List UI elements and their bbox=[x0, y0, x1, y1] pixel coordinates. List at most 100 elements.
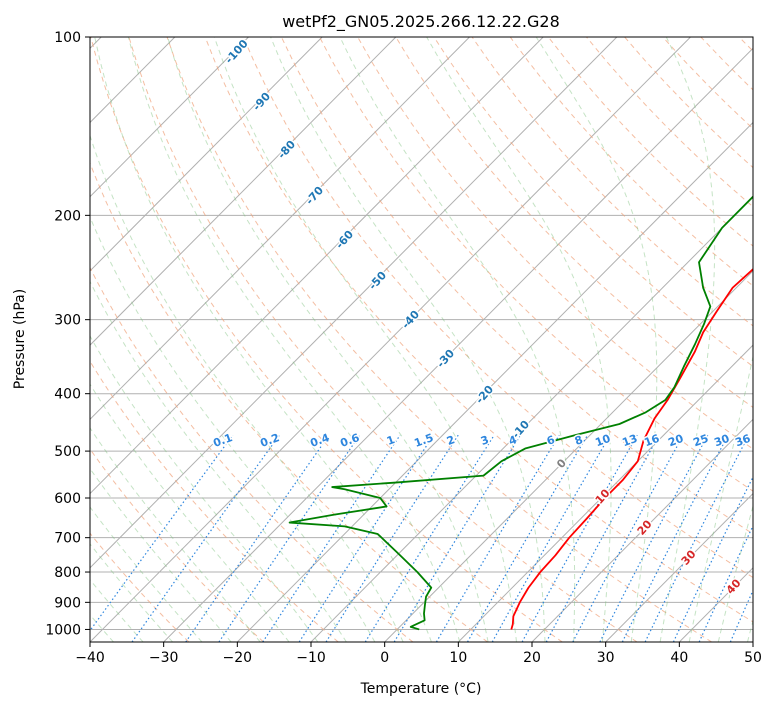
isotherm-line bbox=[457, 344, 753, 642]
dry-adiabat bbox=[204, 37, 753, 623]
dry-adiabat bbox=[90, 448, 264, 642]
mixing-ratio-label: 16 bbox=[642, 432, 661, 450]
mixing-ratio-line bbox=[572, 434, 684, 642]
dry-adiabat bbox=[90, 161, 488, 642]
isotherm-line bbox=[605, 492, 753, 642]
sounding-series bbox=[288, 195, 753, 631]
mixing-ratio-label: 0.1 bbox=[211, 431, 234, 450]
temperature-line bbox=[510, 268, 753, 630]
mixing-ratio-line bbox=[672, 475, 753, 642]
isotherm-line bbox=[236, 121, 753, 642]
mixing-ratio-line bbox=[435, 434, 560, 642]
mixing-ratio-line bbox=[466, 434, 589, 642]
mixing-ratio-label: 8 bbox=[573, 433, 585, 448]
moist-adiabat bbox=[127, 37, 461, 642]
isotherm-line bbox=[531, 418, 753, 642]
x-tick-label: 30 bbox=[597, 650, 615, 666]
mixing-ratio-label: 0.2 bbox=[258, 431, 281, 450]
moist-adiabat bbox=[339, 37, 576, 642]
isotherm-line bbox=[90, 37, 323, 272]
dry-adiabat-label: -70 bbox=[303, 184, 326, 208]
mixing-ratio-line bbox=[644, 434, 750, 642]
dry-adiabat bbox=[90, 37, 563, 642]
dry-adiabat-label: -20 bbox=[473, 383, 496, 407]
dry-adiabat-label: 20 bbox=[635, 517, 655, 537]
y-tick-label: 800 bbox=[54, 565, 81, 581]
dry-adiabat bbox=[319, 37, 753, 492]
plot-frame bbox=[89, 36, 754, 643]
background-lines bbox=[90, 37, 775, 642]
dewpoint-line bbox=[288, 195, 753, 631]
x-tick-label: 10 bbox=[449, 650, 467, 666]
mixing-ratio-line bbox=[325, 434, 459, 642]
moist-adiabat bbox=[90, 543, 173, 642]
moist-adiabat bbox=[167, 37, 489, 642]
dry-adiabat bbox=[90, 266, 414, 642]
dry-adiabat bbox=[662, 37, 753, 130]
moist-adiabat bbox=[90, 335, 319, 642]
dry-adiabat bbox=[433, 37, 753, 368]
moist-adiabat bbox=[90, 134, 404, 642]
moist-adiabat bbox=[90, 427, 261, 642]
mixing-ratio-label: 1 bbox=[385, 433, 397, 448]
mixing-ratio-line bbox=[262, 434, 401, 642]
dry-adiabat bbox=[509, 37, 753, 287]
dry-adiabat-label: -50 bbox=[366, 269, 389, 293]
x-axis-label: Temperature (°C) bbox=[360, 681, 482, 697]
x-tick-label: −40 bbox=[75, 650, 105, 666]
dry-adiabat bbox=[738, 37, 753, 52]
mixing-ratio-label: 0.4 bbox=[308, 431, 331, 450]
x-tick-label: 40 bbox=[670, 650, 688, 666]
moist-adiabat bbox=[90, 578, 144, 642]
dry-adiabat bbox=[357, 37, 753, 450]
moist-adiabat bbox=[90, 506, 203, 642]
mixing-ratio-label: 13 bbox=[620, 432, 639, 449]
dry-adiabat bbox=[166, 37, 713, 642]
isotherm-line bbox=[90, 37, 249, 198]
moist-adiabat bbox=[747, 619, 753, 642]
y-tick-label: 200 bbox=[54, 208, 81, 224]
chart-title: wetPf2_GN05.2025.266.12.22.G28 bbox=[282, 12, 560, 32]
moist-adiabat bbox=[90, 280, 347, 642]
x-tick-label: −20 bbox=[223, 650, 253, 666]
dry-adiabat-label: -90 bbox=[250, 90, 273, 114]
isotherm-line bbox=[90, 37, 618, 569]
isotherm-line bbox=[384, 270, 753, 642]
y-tick-label: 700 bbox=[54, 531, 81, 547]
y-tick-label: 300 bbox=[54, 313, 81, 329]
dry-adiabat bbox=[471, 37, 753, 327]
moist-adiabat bbox=[426, 37, 612, 642]
mixing-ratio-label: 36 bbox=[733, 432, 752, 450]
x-tick-label: 0 bbox=[380, 650, 389, 666]
x-tick-label: 20 bbox=[523, 650, 541, 666]
mixing-ratio-line bbox=[393, 434, 522, 642]
axes: −40 −30 −20 −10 0 10 20 30 40 50 100 200 300 400 500 60… bbox=[45, 30, 762, 666]
moist-adiabat bbox=[90, 383, 290, 642]
dry-adiabat bbox=[90, 532, 190, 642]
mixing-ratio-line bbox=[218, 434, 361, 642]
x-tick-label: −30 bbox=[149, 650, 179, 666]
dry-adiabat bbox=[128, 37, 638, 642]
y-tick-label: 100 bbox=[54, 30, 81, 46]
dry-adiabat bbox=[90, 360, 339, 642]
dry-adiabat-label: -60 bbox=[333, 228, 356, 252]
isotherm-line bbox=[752, 641, 753, 642]
isotherm-line bbox=[90, 37, 544, 495]
x-tick-label: −10 bbox=[296, 650, 326, 666]
mixing-ratio-line bbox=[763, 435, 775, 642]
dry-adiabat-label: 30 bbox=[679, 547, 699, 567]
moist-adiabat bbox=[90, 215, 376, 642]
moist-adiabat bbox=[688, 354, 753, 642]
y-tick-label: 400 bbox=[54, 387, 81, 403]
moist-adiabat bbox=[535, 37, 658, 642]
moist-adiabat bbox=[213, 37, 518, 642]
mixing-ratio-line bbox=[185, 434, 330, 642]
isotherm-line bbox=[90, 37, 691, 642]
isotherm-line bbox=[90, 37, 397, 346]
mixing-ratio-line bbox=[131, 434, 280, 642]
moist-adiabat bbox=[270, 37, 546, 642]
moist-adiabat bbox=[659, 37, 716, 642]
isotherm-line bbox=[678, 567, 753, 642]
